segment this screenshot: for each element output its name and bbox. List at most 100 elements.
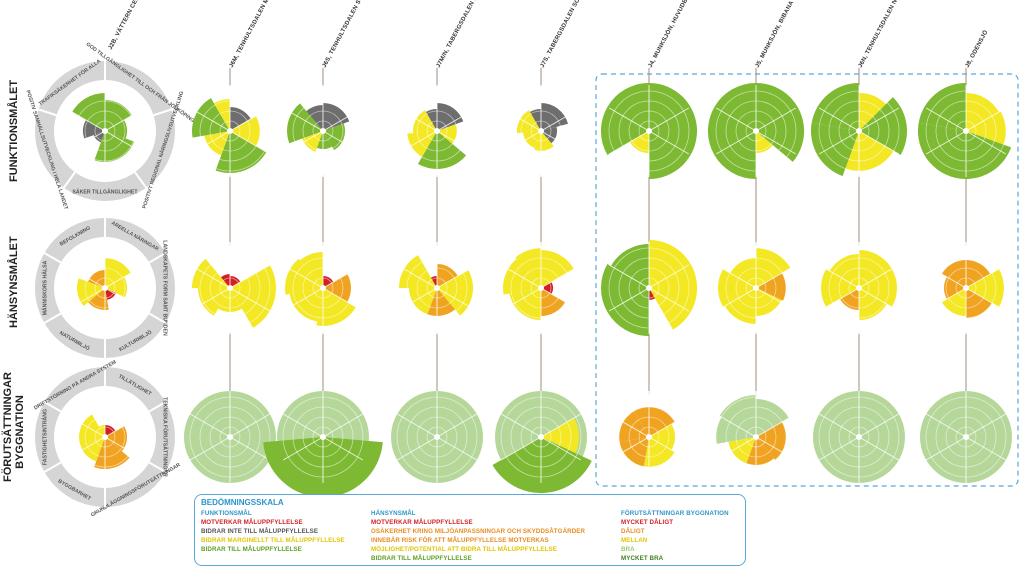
rating-wheel — [600, 239, 698, 337]
guide-spoke — [965, 287, 1007, 312]
rating-sector — [724, 288, 756, 324]
rating-wheel — [707, 82, 805, 179]
legend-col3-heading: FÖRUTSÄTTNINGAR BYGGNATION — [621, 510, 729, 517]
rating-sector — [82, 120, 105, 139]
guide-spoke — [858, 130, 900, 155]
rating-sector — [399, 255, 437, 288]
wheel-hub — [856, 128, 862, 134]
wheel-hub — [646, 434, 652, 440]
criteria-label: LANDSKAPETS FORM SAMT BUNDEN — [162, 240, 168, 336]
wheel-hub — [227, 285, 233, 291]
guide-spoke — [755, 413, 797, 438]
rating-sector — [105, 425, 116, 437]
rating-sector — [719, 395, 756, 437]
guide-spoke — [540, 264, 582, 289]
rating-wheel — [396, 242, 478, 334]
wheel-hub — [320, 285, 326, 291]
legend: BEDÖMNINGSSKALA FUNKTIONSMÅL HÄNSYNSMÅL … — [194, 494, 746, 566]
guide-spoke — [229, 287, 271, 312]
rating-sector — [859, 97, 907, 155]
rating-wheel — [925, 242, 1007, 334]
rating-sector — [966, 260, 991, 288]
legend-item: MOTVERKAR MÅLUPPFYLLELSE — [371, 519, 473, 526]
guide-spoke — [648, 413, 690, 438]
wheel-hub — [538, 128, 544, 134]
rating-sector — [600, 82, 649, 155]
guide-spoke — [540, 107, 582, 132]
guide-spoke — [755, 130, 797, 155]
guide-spoke — [500, 107, 542, 132]
guide-spoke — [104, 287, 146, 312]
rating-wheel — [263, 391, 383, 498]
rating-sector — [79, 414, 105, 446]
wheel-hub — [753, 128, 759, 134]
guide-spoke — [189, 264, 231, 289]
rating-sector — [523, 131, 541, 148]
rating-sector — [77, 278, 105, 306]
rating-sector — [215, 131, 267, 174]
rating-sector — [649, 83, 697, 131]
guide-spoke — [965, 107, 1007, 132]
wheel-hub — [434, 128, 440, 134]
rating-sector — [966, 131, 1012, 179]
legend-col1-heading: FUNKTIONSMÅL — [201, 510, 252, 517]
guide-spoke — [396, 130, 438, 155]
guide-spoke — [755, 287, 797, 312]
rating-sector — [72, 93, 105, 131]
rating-sector — [198, 288, 230, 316]
guide-spoke — [608, 130, 650, 155]
guide-spoke — [715, 107, 757, 132]
guide-spoke — [648, 130, 690, 155]
rating-sector — [619, 411, 649, 443]
rating-sector — [541, 288, 566, 316]
guide-spoke — [608, 107, 650, 132]
rating-sector — [105, 277, 128, 298]
guide-spoke — [189, 413, 231, 438]
guide-spoke — [322, 130, 364, 155]
rating-wheel — [715, 391, 797, 483]
wheel-hub — [963, 285, 969, 291]
guide-spoke — [818, 264, 860, 289]
rating-wheel — [64, 242, 146, 334]
guide-spoke — [229, 413, 271, 438]
rating-sector — [941, 260, 966, 288]
criteria-label: MÄNNISKORS HÄLSA — [42, 260, 49, 315]
ring-divider — [148, 461, 167, 473]
rating-sector — [80, 437, 105, 462]
guide-spoke — [608, 264, 650, 289]
rating-wheel — [715, 242, 797, 334]
rating-wheel — [282, 242, 364, 334]
legend-item: MELLAN — [621, 537, 648, 544]
wheel-hub — [434, 434, 440, 440]
guide-spoke — [608, 413, 650, 438]
rating-wheel — [391, 391, 483, 483]
legend-item: OSÄKERHET KRING MILJÖANPASSNINGAR OCH SK… — [371, 528, 586, 535]
rating-sector — [859, 92, 886, 131]
rating-sector — [93, 131, 105, 143]
guide-spoke — [540, 413, 582, 438]
rating-sector — [437, 270, 474, 316]
rating-sector — [230, 116, 261, 146]
guide-spoke — [715, 436, 757, 461]
guide-spoke — [282, 264, 324, 289]
connector-lines — [229, 68, 967, 395]
legend-item: DÅLIGT — [621, 528, 645, 535]
rating-sector — [541, 250, 574, 288]
guide-spoke — [396, 107, 438, 132]
guide-spoke — [322, 107, 364, 132]
rating-sector — [94, 437, 130, 470]
guide-spoke — [396, 287, 438, 312]
legend-item: INNEBÄR RISK FÖR ATT MÅLUPPFYLLELSE MOTV… — [371, 537, 549, 544]
guide-spoke — [436, 413, 478, 438]
rating-sector — [230, 107, 251, 131]
guide-spoke — [648, 436, 690, 461]
rating-sector — [437, 263, 458, 288]
legend-item: BIDRAR TILL MÅLUPPFYLLELSE — [371, 555, 472, 562]
legend-col2-heading: HÄNSYNSMÅL — [371, 510, 416, 517]
rating-wheels — [64, 82, 1012, 498]
guide-spoke — [818, 436, 860, 461]
rating-sector — [437, 124, 457, 144]
rating-sector — [88, 269, 105, 288]
guide-spoke — [965, 264, 1007, 289]
wheel-hub — [102, 434, 108, 440]
